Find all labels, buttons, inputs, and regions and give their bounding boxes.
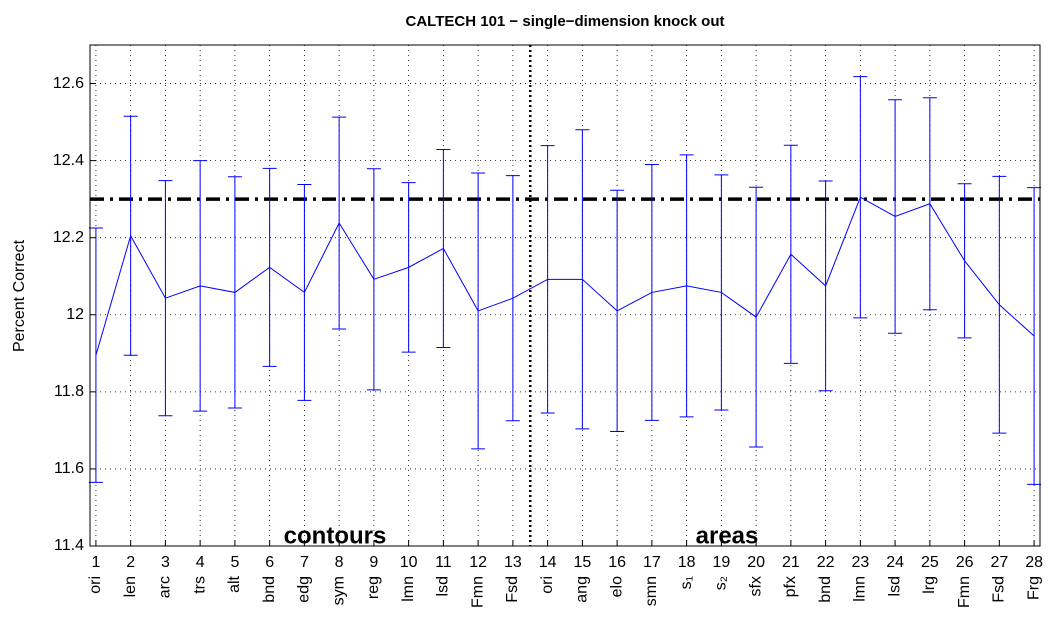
x-tick-name: s₂	[713, 576, 730, 590]
x-tick-name: reg	[365, 576, 382, 599]
x-tick-name: elo	[608, 576, 625, 597]
x-tick-label: 13	[504, 554, 522, 571]
x-tick-name: ang	[574, 576, 591, 603]
x-tick-label: 5	[230, 554, 239, 571]
x-tick-name: smn	[643, 576, 660, 606]
x-tick-label: 23	[851, 554, 869, 571]
x-tick-name: pfx	[782, 576, 799, 597]
x-tick-name: bnd	[261, 576, 278, 603]
x-tick-label: 8	[335, 554, 344, 571]
x-tick-label: 10	[400, 554, 418, 571]
x-tick-label: 24	[886, 554, 904, 571]
x-tick-label: 2	[126, 554, 135, 571]
y-tick-label: 12	[66, 306, 84, 323]
x-tick-name: ori	[87, 576, 104, 594]
y-tick-label: 11.8	[54, 383, 84, 400]
x-tick-label: 18	[678, 554, 696, 571]
x-tick-label: 22	[817, 554, 835, 571]
x-tick-name: lsd	[435, 576, 452, 596]
x-tick-label: 27	[990, 554, 1008, 571]
x-tick-label: 16	[608, 554, 626, 571]
x-tick-label: 26	[956, 554, 974, 571]
x-tick-name: lsd	[886, 576, 903, 596]
x-tick-label: 6	[265, 554, 274, 571]
x-tick-name: arc	[157, 576, 174, 598]
x-tick-label: 4	[196, 554, 205, 571]
x-tick-name: bnd	[817, 576, 834, 603]
y-tick-label: 11.6	[54, 460, 84, 477]
x-tick-name: Fmn	[469, 576, 486, 608]
x-tick-name: len	[122, 576, 139, 597]
chart-title: CALTECH 101 − single−dimension knock out	[406, 13, 725, 30]
annotation: contours	[284, 522, 387, 549]
x-tick-label: 19	[712, 554, 730, 571]
x-tick-name: Fmn	[956, 576, 973, 608]
series-line	[95, 196, 1035, 356]
x-tick-name: Frg	[1025, 576, 1042, 600]
y-tick-label: 12.4	[53, 152, 84, 169]
y-axis-label: Percent Correct	[11, 239, 28, 352]
x-tick-label: 20	[747, 554, 765, 571]
x-tick-name: ori	[539, 576, 556, 594]
x-tick-name: s₁	[678, 576, 695, 589]
x-tick-label: 3	[161, 554, 170, 571]
x-tick-label: 14	[539, 554, 557, 571]
x-tick-name: lmn	[852, 576, 869, 602]
x-tick-name: lmn	[400, 576, 417, 602]
x-tick-label: 25	[921, 554, 939, 571]
x-tick-label: 7	[300, 554, 309, 571]
x-tick-label: 9	[369, 554, 378, 571]
x-tick-name: Fsd	[991, 576, 1008, 603]
x-tick-label: 15	[573, 554, 591, 571]
x-tick-name: alt	[226, 575, 243, 592]
y-tick-label: 11.4	[54, 537, 84, 554]
x-tick-name: edg	[296, 576, 313, 603]
y-tick-label: 12.2	[53, 229, 84, 246]
plot-frame	[89, 44, 1041, 547]
x-tick-label: 12	[469, 554, 487, 571]
x-tick-name: sym	[330, 576, 347, 605]
x-tick-label: 1	[91, 554, 100, 571]
x-tick-name: lrg	[921, 576, 938, 594]
y-tick-label: 12.6	[53, 75, 84, 92]
x-tick-label: 17	[643, 554, 661, 571]
error-bar	[88, 227, 103, 483]
x-tick-label: 21	[782, 554, 800, 571]
annotation: areas	[696, 522, 759, 549]
x-tick-name: trs	[191, 576, 208, 594]
x-tick-name: sfx	[747, 576, 764, 596]
x-tick-name: Fsd	[504, 576, 521, 603]
x-tick-label: 28	[1025, 554, 1043, 571]
x-tick-label: 11	[435, 554, 452, 571]
